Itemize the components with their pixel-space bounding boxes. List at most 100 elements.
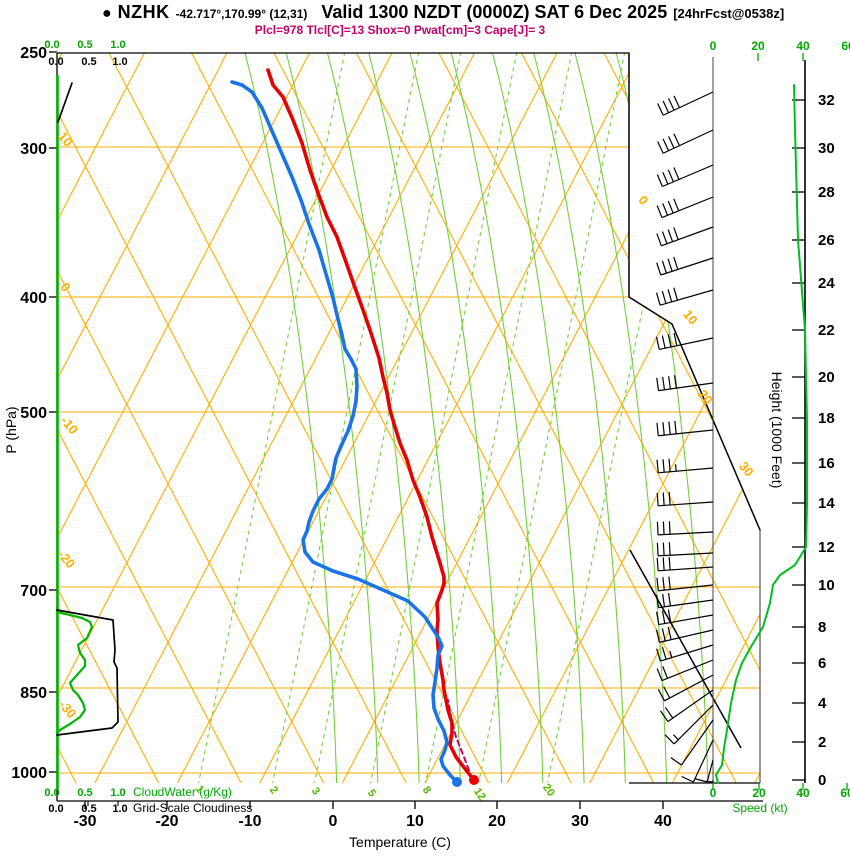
svg-text:1.0: 1.0 [110, 39, 125, 51]
svg-text:700: 700 [20, 583, 47, 600]
svg-text:-30: -30 [56, 697, 80, 721]
svg-text:0: 0 [710, 786, 717, 800]
wind-speed-trace [715, 84, 808, 784]
svg-text:5: 5 [365, 787, 378, 799]
speed-ticks [712, 53, 848, 790]
cloud-water-trace [55, 610, 94, 735]
svg-text:20: 20 [818, 369, 835, 386]
svg-text:6: 6 [818, 655, 826, 672]
svg-text:3: 3 [309, 785, 322, 797]
svg-text:Height (1000 Feet): Height (1000 Feet) [769, 372, 785, 489]
svg-text:26: 26 [818, 232, 835, 249]
moist-adiabat [574, 53, 668, 783]
moist-adiabat [326, 53, 421, 783]
wind-barb [656, 644, 714, 662]
grid-scale-cloudiness-trace [56, 609, 119, 736]
forecast-tag: [24hrFcst@0538z] [673, 6, 785, 21]
grid-orange [57, 53, 760, 783]
moist-adiabat [285, 53, 379, 783]
wind-barb [694, 759, 714, 783]
temperature-trace [266, 68, 476, 782]
svg-text:250: 250 [20, 45, 47, 62]
dewpoint-trace [230, 80, 459, 784]
cloud-profiles [55, 75, 119, 789]
svg-text:Grid-Scale Cloudiness: Grid-Scale Cloudiness [133, 801, 252, 815]
svg-text:0.5: 0.5 [81, 803, 96, 815]
svg-text:0.0: 0.0 [48, 56, 63, 68]
moist-adiabat [615, 53, 709, 783]
moist-adiabat [491, 53, 586, 783]
wind-barb [655, 609, 714, 626]
svg-text:850: 850 [20, 685, 47, 702]
svg-text:0: 0 [57, 280, 73, 295]
wind-barb [659, 689, 714, 723]
sounding-traces [230, 68, 479, 787]
svg-text:30: 30 [818, 140, 835, 157]
wind-barb [656, 521, 714, 536]
svg-text:8: 8 [420, 784, 433, 796]
svg-text:0: 0 [818, 772, 826, 789]
moist-adiabat [450, 53, 544, 783]
svg-text:28: 28 [818, 184, 835, 201]
svg-text:P (hPa): P (hPa) [3, 406, 19, 453]
wind-barb [656, 196, 714, 219]
station-bullet-icon: ● [102, 5, 112, 22]
svg-text:16: 16 [818, 455, 835, 472]
wind-barb [681, 739, 714, 783]
wind-barb [657, 674, 714, 702]
svg-text:40: 40 [654, 813, 672, 830]
svg-text:1.0: 1.0 [112, 56, 127, 68]
moist-adiabat [368, 53, 462, 783]
wind-barb [656, 593, 714, 609]
svg-text:-30: -30 [73, 813, 96, 830]
svg-text:2: 2 [818, 734, 826, 751]
svg-text:2: 2 [267, 784, 280, 796]
svg-text:0.5: 0.5 [77, 787, 92, 799]
wind-barbs [655, 91, 714, 783]
station-id: NZHK [117, 2, 170, 22]
svg-text:1000: 1000 [11, 765, 47, 782]
svg-text:40: 40 [796, 39, 810, 53]
svg-text:30: 30 [571, 813, 589, 830]
svg-text:24: 24 [818, 275, 835, 292]
title-bar: ● NZHK -42.717°,170.99° (12,31) Valid 13… [0, 2, 850, 24]
svg-text:0: 0 [329, 813, 338, 830]
right-boundary [628, 52, 761, 531]
svg-text:8: 8 [818, 619, 826, 636]
svg-text:1.0: 1.0 [112, 803, 127, 815]
wind-barb [657, 129, 714, 154]
svg-text:40: 40 [796, 786, 810, 800]
svg-text:30: 30 [736, 459, 757, 480]
wind-barb [656, 491, 714, 507]
svg-text:20: 20 [752, 786, 766, 800]
svg-text:0.0: 0.0 [48, 803, 63, 815]
svg-text:10: 10 [818, 577, 835, 594]
svg-text:0: 0 [710, 39, 717, 53]
wind-barb [670, 719, 714, 766]
svg-text:Temperature (C): Temperature (C) [349, 834, 451, 850]
svg-text:Speed (kt): Speed (kt) [732, 801, 787, 815]
svg-text:20: 20 [488, 813, 506, 830]
svg-text:18: 18 [818, 410, 835, 427]
svg-text:-10: -10 [238, 813, 261, 830]
svg-text:60: 60 [840, 786, 850, 800]
wind-barb [656, 659, 714, 682]
svg-text:22: 22 [818, 322, 835, 339]
svg-text:20: 20 [540, 782, 557, 799]
wind-barb [655, 287, 714, 306]
svg-text:0: 0 [635, 193, 651, 208]
frame [49, 51, 806, 809]
svg-text:0.5: 0.5 [81, 56, 96, 68]
svg-text:1: 1 [193, 783, 206, 795]
svg-text:10: 10 [406, 813, 424, 830]
svg-text:0.0: 0.0 [44, 787, 59, 799]
moist-adiabat [409, 53, 503, 783]
svg-text:-10: -10 [58, 413, 82, 437]
cloudiness-upper-trace [57, 82, 73, 123]
svg-text:12: 12 [818, 539, 835, 556]
svg-text:0.5: 0.5 [77, 39, 92, 51]
wind-barb [656, 164, 714, 188]
svg-text:20: 20 [751, 39, 765, 53]
moist-adiabat [533, 53, 627, 783]
